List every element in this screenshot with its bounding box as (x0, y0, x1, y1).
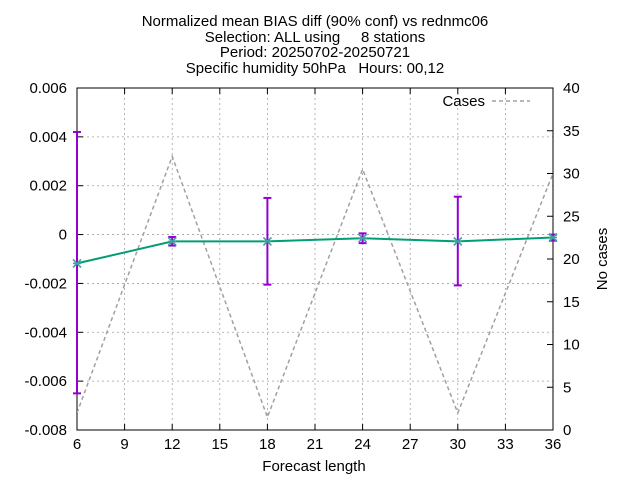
y-tick-label: 0.002 (29, 178, 67, 195)
x-axis-label: Forecast length (262, 458, 365, 475)
y-tick-label: 0.006 (29, 80, 67, 97)
axes: 6 9 12 15 18 21 24 27 30 33 36 -0.008 -0.006 -0.004 -0… (24, 80, 579, 453)
x-tick-label: 33 (497, 436, 514, 453)
y-tick-label: 0.004 (29, 129, 67, 146)
bias-point (262, 236, 272, 246)
bias-series (72, 232, 558, 268)
y2-tick-label: 15 (563, 294, 580, 311)
bias-point (72, 258, 82, 268)
y2-tick-label: 0 (563, 422, 571, 439)
y-tick-label: 0 (59, 227, 67, 244)
y-tick-label: -0.008 (24, 422, 67, 439)
title-line-3: Period: 20250702-20250721 (220, 44, 410, 61)
legend: Cases (442, 93, 530, 110)
x-tick-label: 6 (73, 436, 81, 453)
title-line-1: Normalized mean BIAS diff (90% conf) vs … (142, 13, 489, 30)
x-tick-label: 15 (211, 436, 228, 453)
bias-point (358, 233, 368, 243)
y2-tick-label: 30 (563, 166, 580, 183)
y2-tick-label: 35 (563, 123, 580, 140)
x-tick-label: 36 (545, 436, 562, 453)
x-tick-label: 9 (120, 436, 128, 453)
cases-line (77, 154, 553, 420)
x-tick-label: 21 (307, 436, 324, 453)
x-tick-label: 12 (164, 436, 181, 453)
x-tick-label: 18 (259, 436, 276, 453)
y2-tick-label: 40 (563, 80, 580, 97)
y2-axis-label: No cases (594, 228, 611, 291)
bias-point (453, 236, 463, 246)
y2-tick-label: 25 (563, 208, 580, 225)
title-line-4: Specific humidity 50hPa Hours: 00,12 (186, 60, 444, 77)
chart-title: Normalized mean BIAS diff (90% conf) vs … (142, 13, 489, 77)
y2-tick-label: 10 (563, 337, 580, 354)
y-tick-label: -0.006 (24, 373, 67, 390)
bias-point (548, 232, 558, 243)
title-line-2: Selection: ALL using 8 stations (205, 29, 425, 46)
grid (77, 88, 553, 430)
y-tick-label: -0.002 (24, 275, 67, 292)
x-tick-label: 24 (354, 436, 371, 453)
bias-point (167, 236, 177, 246)
x-tick-label: 30 (449, 436, 466, 453)
x-tick-label: 27 (402, 436, 419, 453)
y-tick-label: -0.004 (24, 324, 67, 341)
y2-tick-label: 20 (563, 251, 580, 268)
bias-line (76, 236, 554, 265)
legend-cases-label: Cases (442, 93, 485, 110)
y2-tick-label: 5 (563, 379, 571, 396)
cases-series (77, 154, 553, 420)
